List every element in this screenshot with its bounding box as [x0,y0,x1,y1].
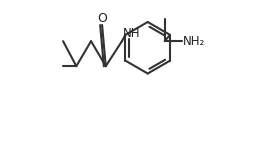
Text: O: O [97,12,107,25]
Text: NH₂: NH₂ [183,35,205,48]
Text: NH: NH [123,27,140,40]
